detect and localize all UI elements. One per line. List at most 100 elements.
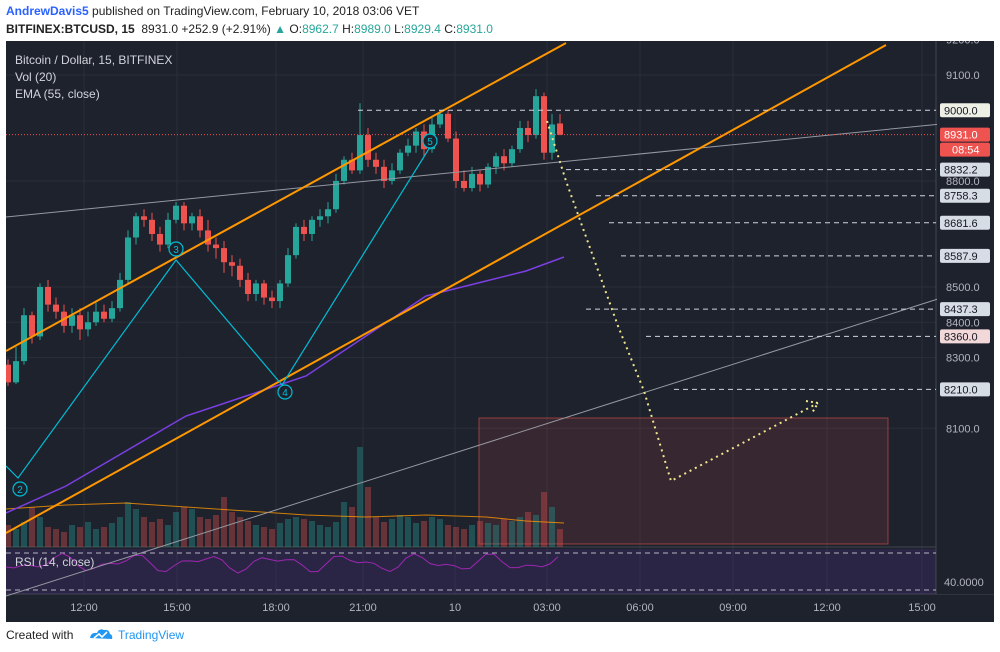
up-arrow-icon: ▲ bbox=[274, 22, 287, 36]
time-tick-label: 09:00 bbox=[719, 602, 747, 614]
countdown-text: 08:54 bbox=[952, 145, 980, 157]
volume-bar bbox=[309, 521, 315, 547]
wave-label-2: 2 bbox=[17, 485, 23, 496]
volume-bar bbox=[237, 517, 243, 547]
tradingview-brand-link[interactable]: TradingView bbox=[118, 628, 185, 642]
legend-rsi: RSI (14, close) bbox=[15, 555, 95, 569]
volume-bar bbox=[277, 523, 283, 547]
volume-bar bbox=[469, 525, 475, 547]
open-value: 8962.7 bbox=[302, 22, 339, 36]
ema-line bbox=[6, 256, 565, 514]
volume-bar bbox=[165, 525, 171, 547]
candle-body bbox=[293, 226, 299, 256]
low-label: L: bbox=[394, 22, 405, 36]
volume-bar bbox=[6, 525, 11, 547]
price-label-badge bbox=[940, 188, 990, 203]
volume-bar bbox=[245, 521, 251, 547]
volume-bar bbox=[269, 529, 275, 547]
volume-bar bbox=[517, 517, 523, 547]
wave-label-3: 3 bbox=[173, 245, 179, 256]
candle-body bbox=[349, 159, 355, 171]
chart-canvas[interactable]: 2 3 4 5 9200.0 9100.0 8800.0 8500.0 8400.0 8300.0… bbox=[6, 41, 994, 623]
volume-bar bbox=[397, 515, 403, 547]
volume-bar bbox=[21, 522, 27, 547]
time-tick-label: 10 bbox=[449, 602, 461, 614]
symbol-line: BITFINEX:BTCUSD, 15 8931.0 +252.9 (+2.91… bbox=[6, 22, 493, 36]
volume-bar bbox=[213, 515, 219, 547]
candle-body bbox=[229, 262, 235, 266]
chart-area[interactable]: 2 3 4 5 9200.0 9100.0 8800.0 8500.0 8400.0 8300.0… bbox=[6, 41, 994, 623]
volume-bar bbox=[541, 492, 547, 547]
target-zone-box bbox=[478, 417, 889, 545]
candle-body bbox=[13, 361, 19, 383]
trend-line-lower bbox=[6, 297, 942, 597]
volume-bar bbox=[341, 502, 347, 547]
volume-bar bbox=[381, 522, 387, 547]
volume-bar bbox=[101, 527, 107, 547]
candle-body bbox=[101, 311, 107, 319]
candle-body bbox=[53, 304, 59, 312]
projection-path bbox=[546, 120, 819, 483]
volume-bar bbox=[301, 519, 307, 547]
candle-body bbox=[325, 209, 331, 217]
candle-body bbox=[157, 233, 163, 245]
publish-line: AndrewDavis5 published on TradingView.co… bbox=[6, 4, 419, 18]
volume-bar bbox=[197, 517, 203, 547]
volume-bar bbox=[69, 525, 75, 547]
candle-body bbox=[517, 127, 523, 150]
candle-body bbox=[109, 308, 115, 319]
price-label-badge bbox=[940, 162, 990, 177]
volume-bar bbox=[421, 521, 427, 547]
volume-bar bbox=[349, 507, 355, 547]
volume-ma-line bbox=[6, 502, 565, 524]
time-tick-label: 12:00 bbox=[813, 602, 841, 614]
candle-body bbox=[141, 216, 147, 220]
volume-bar bbox=[93, 529, 99, 547]
candle-body bbox=[493, 156, 499, 167]
wave-label-circle bbox=[12, 481, 28, 497]
volume-bar bbox=[221, 497, 227, 547]
time-tick-label: 03:00 bbox=[533, 602, 561, 614]
price-tick-label: 8400.0 bbox=[946, 317, 980, 329]
candle-body bbox=[165, 219, 171, 245]
volume-bar bbox=[77, 527, 83, 547]
volume-bar bbox=[485, 523, 491, 547]
candle-body bbox=[21, 315, 27, 362]
candle-body bbox=[181, 205, 187, 224]
candle-body bbox=[509, 149, 515, 164]
candle-body bbox=[333, 180, 339, 210]
candle-body bbox=[453, 138, 459, 181]
price-tick-label: 9200.0 bbox=[946, 41, 980, 47]
author-link[interactable]: AndrewDavis5 bbox=[6, 4, 89, 18]
price-label-text: 8587.9 bbox=[944, 251, 978, 263]
volume-bar bbox=[109, 523, 115, 547]
volume-bar bbox=[117, 517, 123, 547]
candle-body bbox=[557, 123, 563, 135]
volume-bar bbox=[229, 512, 235, 547]
volume-bar bbox=[509, 521, 515, 547]
candle-body bbox=[69, 315, 75, 326]
volume-bar bbox=[189, 509, 195, 547]
volume-bar bbox=[405, 517, 411, 547]
time-tick-label: 06:00 bbox=[626, 602, 654, 614]
rsi-band bbox=[6, 549, 936, 594]
price-label-text: 8210.0 bbox=[944, 384, 978, 396]
volume-bar bbox=[37, 517, 43, 547]
elliott-wave-line bbox=[6, 146, 431, 479]
volume-bar bbox=[141, 517, 147, 547]
tradingview-logo-icon[interactable] bbox=[88, 626, 114, 644]
created-with-text: Created with bbox=[6, 628, 74, 642]
candle-body bbox=[197, 216, 203, 231]
high-label: H: bbox=[342, 22, 355, 36]
candle-body bbox=[413, 131, 419, 146]
volume-bar bbox=[525, 512, 531, 547]
candle-body bbox=[237, 265, 243, 280]
candle-body bbox=[45, 286, 51, 305]
candle-body bbox=[213, 244, 219, 249]
volume-bar bbox=[285, 519, 291, 547]
footer: Created with TradingView bbox=[0, 622, 1000, 652]
volume-bar bbox=[549, 507, 555, 547]
volume-bar bbox=[205, 519, 211, 547]
wave-label-circle bbox=[422, 133, 438, 149]
volume-bar bbox=[253, 525, 259, 547]
